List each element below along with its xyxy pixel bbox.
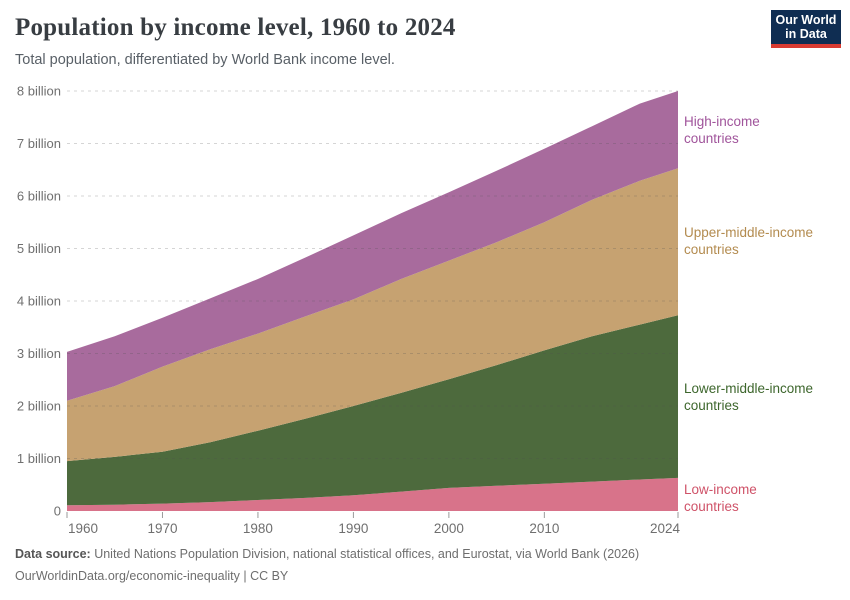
y-axis-label: 2 billion [17,399,61,414]
series-label-line: countries [684,499,739,514]
x-axis-label: 2000 [434,521,464,536]
area-upper_middle_income[interactable] [67,168,678,462]
page-title: Population by income level, 1960 to 2024 [15,14,456,41]
y-axis-label: 8 billion [17,84,61,99]
y-axis-label: 7 billion [17,136,61,151]
x-axis-label: 2010 [529,521,559,536]
series-label-high_income[interactable]: High-income countries [684,113,844,147]
footer-source-text: United Nations Population Division, nati… [90,547,640,561]
footer-source-label: Data source: [15,547,91,561]
series-label-line: Lower-middle-income [684,381,814,396]
x-axis-label: 2024 [650,521,681,536]
x-axis-label: 1980 [243,521,273,536]
series-label-line: High-income [684,114,760,129]
series-label-line: Upper-middle-income [684,225,814,240]
footer-source: Data source: United Nations Population D… [15,543,835,565]
y-axis-label: 6 billion [17,189,61,204]
y-axis-label: 0 [54,504,61,519]
series-label-line: countries [684,398,739,413]
area-low_income[interactable] [67,477,678,511]
owid-logo[interactable]: Our World in Data [771,10,841,48]
y-axis-label: 4 billion [17,294,61,309]
series-label-line: countries [684,131,739,146]
owid-logo-line2: in Data [785,27,827,41]
area-high_income[interactable] [67,91,678,401]
page-subtitle: Total population, differentiated by Worl… [15,52,395,68]
series-label-low_income[interactable]: Low-income countries [684,481,844,515]
chart-footer: Data source: United Nations Population D… [15,543,835,587]
footer-citation[interactable]: OurWorldinData.org/economic-inequality |… [15,569,289,583]
y-axis-label: 5 billion [17,241,61,256]
y-axis-label: 1 billion [17,451,61,466]
owid-logo-text: Our World in Data [776,13,837,41]
owid-logo-line1: Our World [775,13,837,27]
series-label-lower_middle_income[interactable]: Lower-middle-income countries [684,380,844,414]
x-axis-label: 1960 [68,521,98,536]
series-label-line: countries [684,242,739,257]
series-label-line: Low-income [684,482,757,497]
y-axis-label: 3 billion [17,346,61,361]
x-axis-label: 1970 [147,521,177,536]
x-axis-label: 1990 [338,521,368,536]
series-label-upper_middle_income[interactable]: Upper-middle-income countries [684,224,844,258]
area-lower_middle_income[interactable] [67,315,678,506]
